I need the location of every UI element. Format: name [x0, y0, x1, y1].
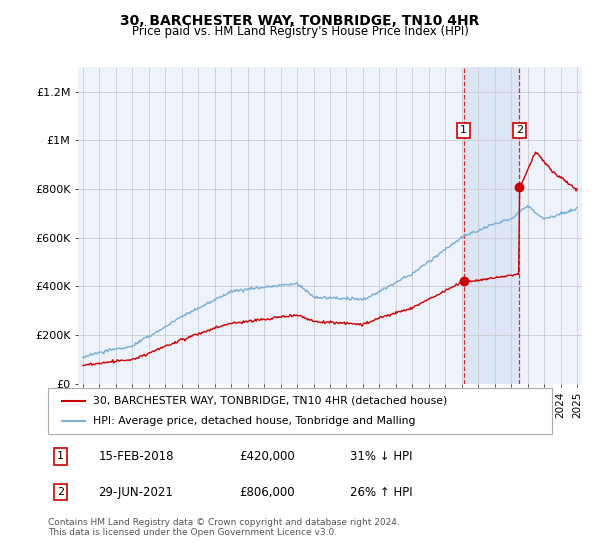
FancyBboxPatch shape	[48, 388, 552, 434]
Text: £806,000: £806,000	[239, 486, 295, 498]
Text: HPI: Average price, detached house, Tonbridge and Malling: HPI: Average price, detached house, Tonb…	[94, 416, 416, 426]
Text: £420,000: £420,000	[239, 450, 295, 463]
Text: Contains HM Land Registry data © Crown copyright and database right 2024.
This d: Contains HM Land Registry data © Crown c…	[48, 518, 400, 538]
Text: 2: 2	[515, 125, 523, 136]
Text: Price paid vs. HM Land Registry's House Price Index (HPI): Price paid vs. HM Land Registry's House …	[131, 25, 469, 38]
Text: 29-JUN-2021: 29-JUN-2021	[98, 486, 173, 498]
Text: 26% ↑ HPI: 26% ↑ HPI	[350, 486, 413, 498]
Point	[459, 277, 469, 286]
Text: 1: 1	[460, 125, 467, 136]
Text: 15-FEB-2018: 15-FEB-2018	[98, 450, 174, 463]
Text: 2: 2	[57, 487, 64, 497]
Bar	[464, 67, 519, 384]
Text: 1: 1	[57, 451, 64, 461]
Text: 30, BARCHESTER WAY, TONBRIDGE, TN10 4HR (detached house): 30, BARCHESTER WAY, TONBRIDGE, TN10 4HR …	[94, 396, 448, 406]
Text: 30, BARCHESTER WAY, TONBRIDGE, TN10 4HR: 30, BARCHESTER WAY, TONBRIDGE, TN10 4HR	[121, 14, 479, 28]
Text: 31% ↓ HPI: 31% ↓ HPI	[350, 450, 413, 463]
Point	[514, 183, 524, 192]
